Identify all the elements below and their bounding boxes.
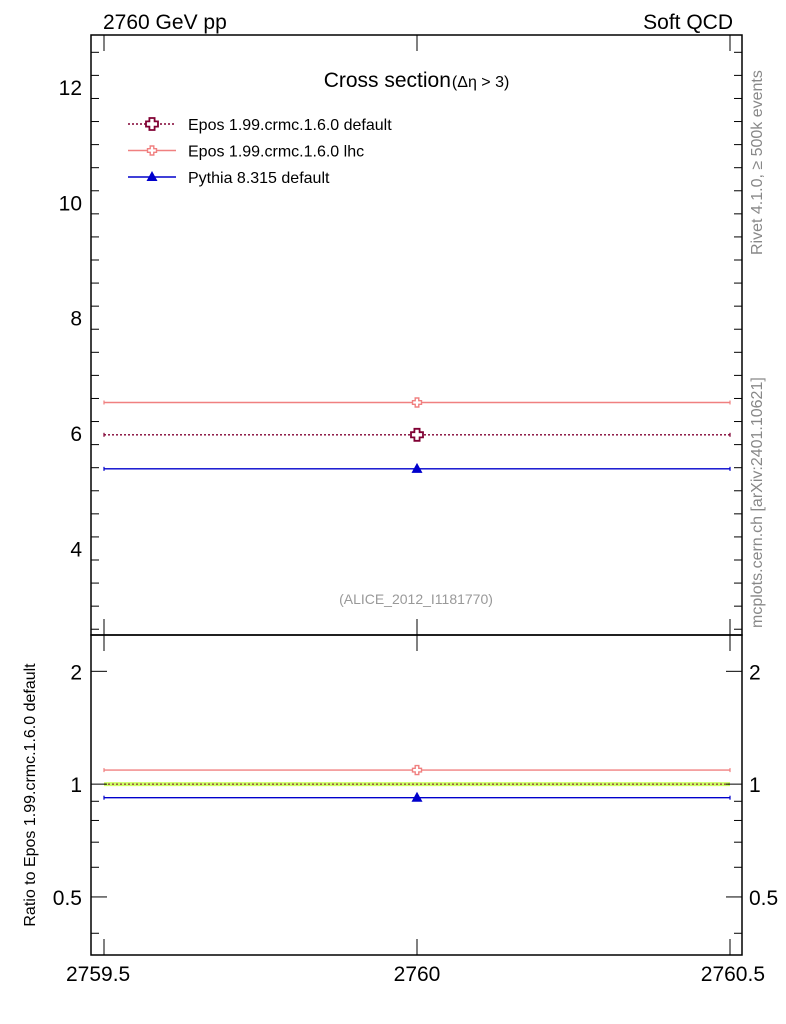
x-tick-label: 2760.5	[701, 963, 765, 986]
ratio-y-tick-label-right: 0.5	[749, 887, 778, 910]
ratio-y-tick-label: 1	[70, 774, 82, 797]
main-y-tick-label: 12	[59, 77, 82, 100]
ratio-y-axis-label: Ratio to Epos 1.99.crmc.1.6.0 default	[22, 663, 39, 927]
main-plot-title: Cross section (Δη > 3)	[324, 69, 510, 92]
data-point	[411, 462, 423, 473]
legend-item-epos-1-99-crmc-1-6-0-default: Epos 1.99.crmc.1.6.0 default	[128, 117, 392, 134]
legend-label: Pythia 8.315 default	[188, 170, 330, 187]
legend-label: Epos 1.99.crmc.1.6.0 default	[188, 117, 392, 134]
ratio-axis-ticks: 0.5 0.5 1 1 2 2 2759.5 2760 2760.5	[53, 635, 778, 986]
main-plot-panel: 4 6 8 10 12 Cross section (Δη > 3) (ALICE_20…	[59, 34, 743, 636]
x-tick-label: 2759.5	[66, 963, 130, 986]
ratio-y-tick-label: 2	[70, 661, 82, 684]
main-title-text: Cross section	[324, 69, 451, 92]
legend-marker	[146, 171, 158, 181]
main-y-tick-label: 6	[70, 423, 82, 446]
legend-label: Epos 1.99.crmc.1.6.0 lhc	[188, 144, 364, 161]
data-point	[410, 427, 424, 442]
ratio-plot-frame	[90, 634, 743, 956]
legend-marker	[146, 145, 158, 156]
main-subtitle-text: (Δη > 3)	[452, 74, 509, 91]
series-pythia-8-315-default	[103, 462, 731, 473]
ratio-data-point	[411, 764, 423, 776]
ratio-data-point	[411, 791, 423, 802]
ratio-y-tick-label-right: 2	[749, 661, 761, 684]
header-left: 2760 GeV pp	[103, 11, 227, 34]
main-y-tick-label: 4	[70, 538, 82, 561]
mcplots-reference-label: mcplots.cern.ch [arXiv:2401.10621]	[749, 377, 766, 628]
rivet-version-label: Rivet 4.1.0, ≥ 500k events	[749, 70, 766, 255]
main-axis-ticks: 4 6 8 10 12	[59, 35, 742, 635]
data-point	[411, 397, 423, 408]
legend-item-pythia-8-315-default: Pythia 8.315 default	[128, 170, 330, 187]
ratio-series-epos-1-99-crmc-1-6-0-lhc	[103, 764, 731, 776]
analysis-label: (ALICE_2012_I1181770)	[339, 591, 493, 607]
series-epos-1-99-crmc-1-6-0-lhc	[103, 397, 731, 408]
x-tick-label: 2760	[394, 963, 441, 986]
ratio-y-tick-label-right: 1	[749, 774, 761, 797]
header-right: Soft QCD	[643, 11, 733, 34]
main-y-tick-label: 10	[59, 192, 82, 215]
legend-item-epos-1-99-crmc-1-6-0-lhc: Epos 1.99.crmc.1.6.0 lhc	[128, 144, 364, 161]
series-epos-1-99-crmc-1-6-0-default	[103, 427, 731, 442]
ratio-y-tick-label: 0.5	[53, 887, 82, 910]
ratio-plot-panel: 0.5 0.5 1 1 2 2 2759.5 2760 2760.5 Ratio to Epos…	[22, 634, 778, 986]
legend-marker	[145, 117, 159, 131]
legend: Epos 1.99.crmc.1.6.0 default Epos 1.99.cr…	[128, 117, 392, 187]
main-y-tick-label: 8	[70, 308, 82, 331]
ratio-series-pythia-8-315-default	[103, 791, 731, 802]
